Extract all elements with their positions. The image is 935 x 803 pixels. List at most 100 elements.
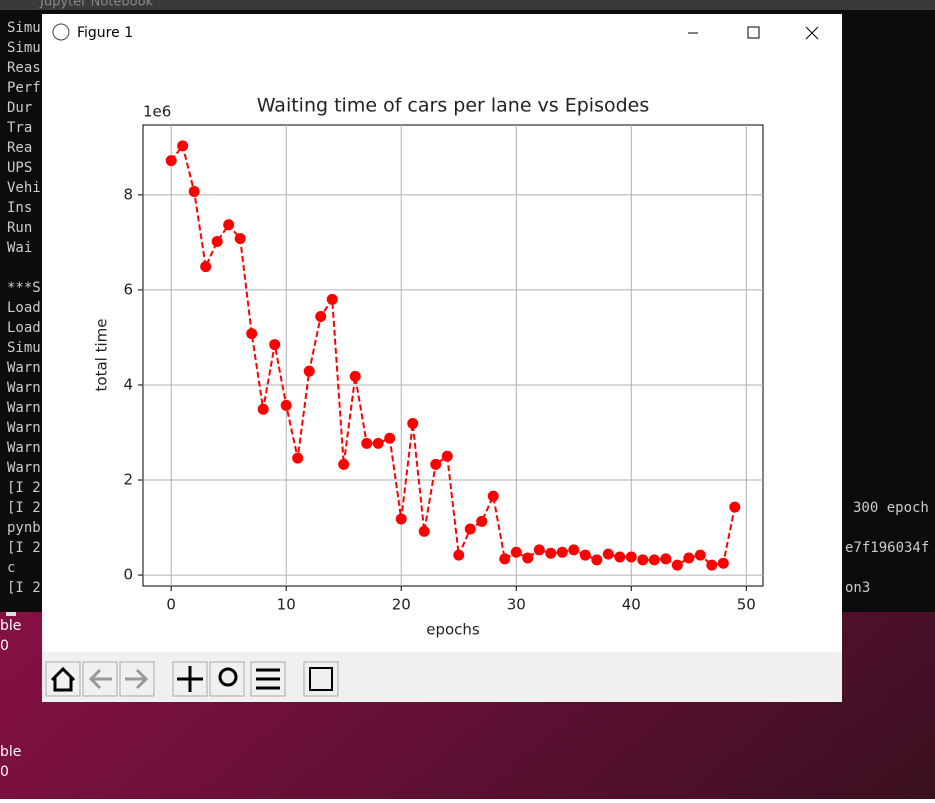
data-point [211,235,223,247]
close-button[interactable] [805,26,819,40]
x-tick-label: 50 [737,596,756,614]
cursor [6,612,16,616]
zoom-button[interactable] [209,661,245,697]
terminal-line: Tra [7,120,32,136]
data-point [602,548,614,560]
terminal-line: Reas [7,60,41,76]
data-point [430,458,442,470]
terminal-line: Warn [7,400,41,416]
terminal-line: Perf [7,80,41,96]
data-point [487,490,499,502]
data-point [556,546,568,558]
chart-title: Waiting time of cars per lane vs Episode… [257,95,650,117]
terminal-line: Simu [7,340,41,356]
data-point [223,219,235,231]
terminal-line: [I 2 [7,500,41,516]
data-point [234,233,246,245]
terminal-line: Load [7,300,41,316]
terminal-line: Run [7,220,32,236]
x-axis-label: epochs [426,621,480,639]
y-tick-label: 8 [123,185,133,203]
data-point [683,552,695,564]
data-point [165,155,177,167]
terminal-line: Warn [7,420,41,436]
pan-icon [177,666,203,692]
plot-frame [142,124,764,587]
data-point [648,554,660,566]
data-point [533,544,545,556]
terminal-line: Warn [7,460,41,476]
x-tick-label: 0 [166,596,176,614]
data-point [476,515,488,527]
taskbar-title: Jupyter Notebook [39,0,154,10]
data-point [326,293,338,305]
data-point [453,549,465,561]
terminal-line: 300 epoch [853,500,929,516]
data-point [349,370,361,382]
window [42,14,842,702]
zoom-icon [218,667,238,687]
data-point [671,559,683,571]
data-point [177,140,189,152]
x-tick-label: 30 [507,596,526,614]
terminal-line: Wai [7,240,32,256]
data-point [338,458,350,470]
terminal-line: Load [7,320,41,336]
terminal-line: Dur [7,100,32,116]
data-point [407,417,419,429]
data-point [361,437,373,449]
data-point [292,452,304,464]
terminal-line: Warn [7,380,41,396]
maximize-button[interactable] [747,26,760,39]
desktop-label: 0 [0,764,9,780]
data-point [522,552,534,564]
data-point [280,399,292,411]
data-point [269,339,281,351]
data-point [579,549,591,561]
terminal-line: Simu [7,40,41,56]
data-point [303,365,315,377]
terminal-line: [I 2 [7,540,41,556]
y-tick-label: 4 [123,375,133,393]
x-tick-label: 10 [277,596,296,614]
save-icon [309,667,333,691]
data-point [372,437,384,449]
data-point [625,551,637,563]
window-icon [52,23,70,41]
data-point [706,559,718,571]
data-point [384,432,396,444]
terminal-line: UPS [7,160,32,176]
data-point [614,551,626,563]
data-point [660,553,672,565]
home-icon [50,666,76,692]
data-point [717,557,729,569]
x-tick-label: 20 [392,596,411,614]
window-title: Figure 1 [77,25,133,41]
forward-icon [125,668,149,690]
data-point [545,547,557,559]
y-offset-label: 1e6 [143,103,171,121]
data-point [246,328,258,340]
data-point [568,544,580,556]
terminal-line: pynb [7,520,41,536]
terminal-line: on3 [845,580,870,596]
configure-icon [256,668,280,690]
data-point [637,554,649,566]
data-point [200,261,212,273]
terminal-line: Rea [7,140,32,156]
desktop-label: 0 [0,638,9,654]
desktop-label: ble [0,744,21,760]
data-point [694,549,706,561]
desktop-label: ble [0,618,21,634]
terminal-line: c [7,560,15,576]
terminal-line: [I 2 [7,480,41,496]
terminal-line: Vehi [7,180,41,196]
data-point [464,523,476,535]
data-point [315,311,327,323]
terminal-line: Warn [7,360,41,376]
data-point [257,403,269,415]
taskbar [0,0,935,10]
data-point [395,513,407,525]
terminal-line: ***S [7,280,41,296]
